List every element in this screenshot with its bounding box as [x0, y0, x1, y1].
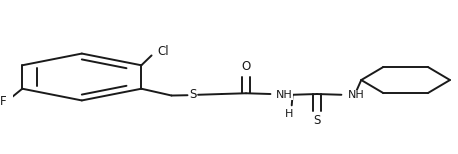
Text: Cl: Cl [158, 45, 169, 58]
Text: O: O [241, 60, 251, 73]
Text: S: S [313, 114, 321, 127]
Text: H: H [285, 109, 294, 119]
Text: NH: NH [276, 90, 293, 100]
Text: S: S [189, 88, 196, 101]
Text: NH: NH [348, 90, 365, 100]
Text: F: F [0, 95, 7, 108]
